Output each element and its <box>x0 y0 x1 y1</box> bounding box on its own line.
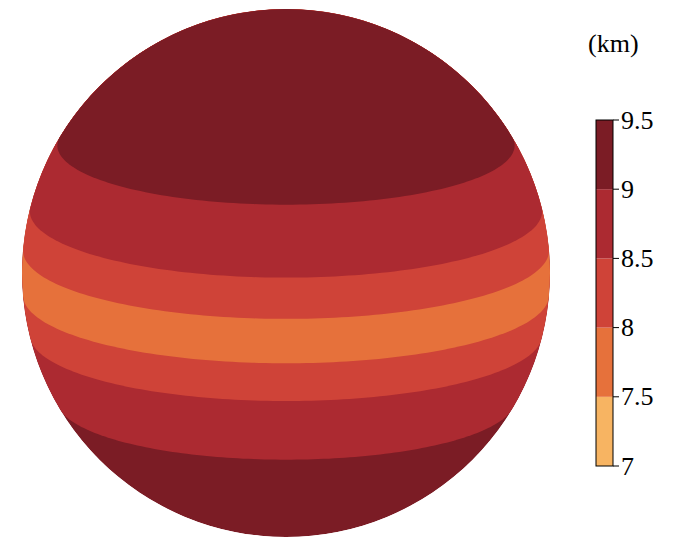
latitude-band <box>22 9 550 363</box>
globe <box>22 9 550 537</box>
latitude-band <box>30 9 542 278</box>
colorbar-tick-label: 8 <box>621 313 634 342</box>
colorbar: 7 7.5 8 8.5 9 9.5 (km) <box>588 29 654 481</box>
colorbar-cell <box>596 189 613 258</box>
colorbar-cell <box>596 120 613 189</box>
latitude-band <box>22 9 550 401</box>
colorbar-tick <box>613 258 619 259</box>
colorbar-cell <box>596 397 613 466</box>
chart: 7 7.5 8 8.5 9 9.5 (km) <box>0 0 687 537</box>
colorbar-cell <box>596 258 613 327</box>
colorbar-tick-label: 7.5 <box>621 382 654 411</box>
colorbar-tick <box>613 466 619 467</box>
colorbar-tick-label: 7 <box>621 452 634 481</box>
colorbar-tick <box>613 327 619 328</box>
colorbar-tick-label: 9 <box>621 175 634 204</box>
latitude-band <box>22 9 550 460</box>
colorbar-tick-label: 8.5 <box>621 244 654 273</box>
colorbar-tick <box>613 120 619 121</box>
colorbar-tick-label: 9.5 <box>621 106 654 135</box>
colorbar-cell <box>596 328 613 397</box>
colorbar-title: (km) <box>588 29 639 58</box>
latitude-band <box>57 9 514 205</box>
colorbar-frame <box>596 120 613 466</box>
latitude-band <box>22 9 550 537</box>
latitude-band <box>23 9 549 319</box>
colorbar-tick <box>613 189 619 190</box>
colorbar-tick <box>613 396 619 397</box>
